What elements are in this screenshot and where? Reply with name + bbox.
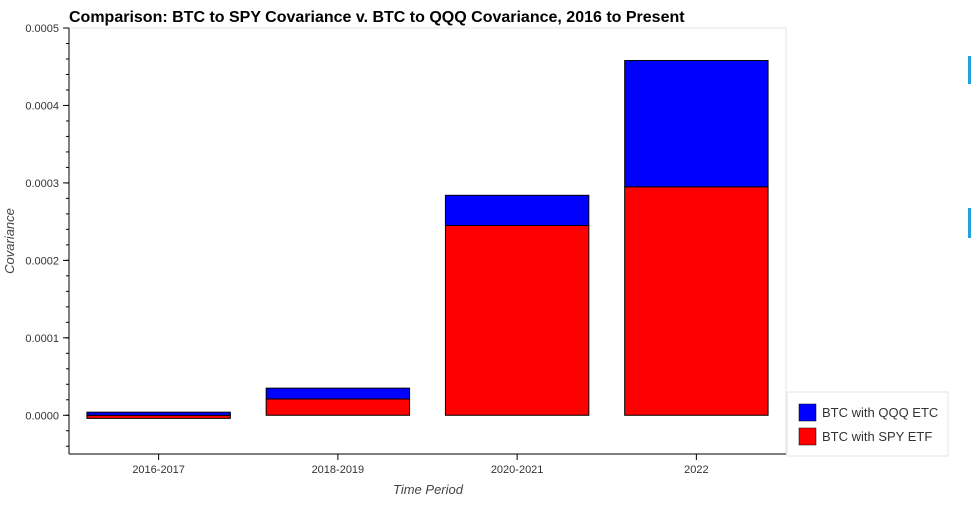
y-tick-label: 0.0000 (25, 410, 59, 422)
edge-tab-bottom[interactable] (968, 208, 971, 238)
y-tick-label: 0.0004 (25, 100, 59, 112)
legend-label: BTC with SPY ETF (822, 429, 932, 444)
bars (86, 60, 769, 419)
bar-spy (624, 186, 769, 416)
chart-title: Comparison: BTC to SPY Covariance v. BTC… (69, 9, 685, 26)
x-axis-label: Time Period (393, 482, 464, 497)
legend-box (786, 391, 949, 457)
y-tick-label: 0.0005 (25, 23, 59, 35)
bar-spy (444, 225, 590, 416)
bar-spy (265, 398, 411, 416)
y-axis-label: Covariance (2, 208, 17, 274)
y-axis-ticks: 0.0000 0.0001 0.0002 0.0003 0.0004 0.0005 (25, 23, 69, 447)
bar-qqq (624, 60, 769, 188)
bar-qqq (444, 194, 590, 227)
legend-swatch (798, 403, 817, 422)
legend: BTC with QQQ ETC BTC with SPY ETF (786, 391, 949, 457)
x-axis-ticks: 2016-2017 2018-2019 2020-2021 2022 (132, 454, 709, 476)
legend-swatch (798, 427, 817, 446)
y-tick-label: 0.0002 (25, 255, 59, 267)
x-tick-label: 2020-2021 (491, 464, 544, 476)
x-tick-label: 2018-2019 (312, 464, 365, 476)
bar-qqq (265, 387, 411, 400)
edge-tab-top[interactable] (968, 56, 971, 84)
x-tick-label: 2016-2017 (132, 464, 185, 476)
y-tick-label: 0.0001 (25, 333, 59, 345)
legend-label: BTC with QQQ ETC (822, 405, 938, 420)
y-tick-label: 0.0003 (25, 178, 59, 190)
bar-qqq (86, 411, 231, 416)
x-tick-label: 2022 (684, 464, 708, 476)
